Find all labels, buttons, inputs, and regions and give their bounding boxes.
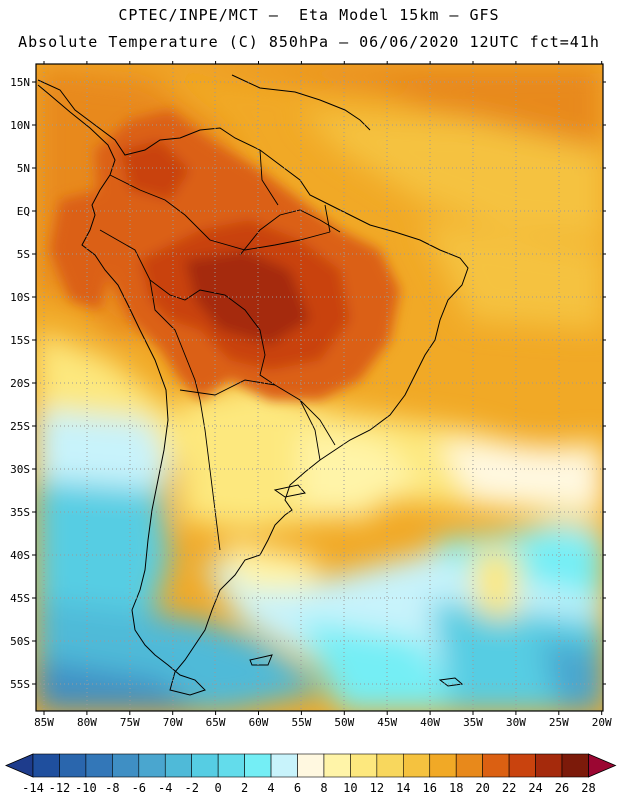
- lat-label: 20S: [10, 377, 30, 390]
- colorbar-label: 18: [449, 781, 463, 795]
- colorbar-label: -2: [184, 781, 198, 795]
- colorbar-swatch: [32, 753, 60, 778]
- longitude-labels: 85W 80W 75W 70W 65W 60W 55W 50W 45W 40W 35W 30W 25W 2…: [34, 716, 612, 729]
- lat-label: 40S: [10, 549, 30, 562]
- lat-label: 5N: [17, 162, 30, 175]
- colorbar-label: 0: [215, 781, 222, 795]
- colorbar-swatch: [455, 753, 483, 778]
- colorbar-swatch: [429, 753, 457, 778]
- lat-label: 50S: [10, 635, 30, 648]
- colorbar-swatch: [164, 753, 193, 778]
- lat-label: 25S: [10, 420, 30, 433]
- lon-label: 75W: [120, 716, 140, 729]
- colorbar-label: 26: [555, 781, 569, 795]
- lat-label: 5S: [17, 248, 30, 261]
- colorbar-swatch: [402, 753, 431, 778]
- axis-ticks: [32, 61, 606, 715]
- colorbar-label: 12: [370, 781, 384, 795]
- lon-label: 40W: [420, 716, 440, 729]
- country-borders: [99, 149, 341, 551]
- colorbar-swatch: [323, 753, 351, 778]
- colorbar-swatch: [350, 753, 378, 778]
- lon-label: 50W: [334, 716, 354, 729]
- colorbar-label: 4: [267, 781, 274, 795]
- colorbar-swatch: [270, 753, 298, 778]
- colorbar-swatch: [217, 753, 245, 778]
- colorbar-label: 8: [320, 781, 327, 795]
- coastlines: [37, 74, 469, 696]
- lat-label: EQ: [17, 205, 30, 218]
- lon-label: 20W: [592, 716, 612, 729]
- title-line-2: Absolute Temperature (C) 850hPa – 06/06/…: [18, 33, 600, 51]
- colorbar: -14 -12 -10 -8 -6 -4 -2 0 2 4 6 8 10 12 14 16 18 20 22 24 26…: [4, 753, 617, 795]
- colorbar-label: 6: [294, 781, 301, 795]
- lat-label: 10S: [10, 291, 30, 304]
- lat-label: 35S: [10, 506, 30, 519]
- colorbar-label: 2: [241, 781, 248, 795]
- colorbar-label: -8: [105, 781, 119, 795]
- lon-label: 45W: [377, 716, 397, 729]
- colorbar-label: 20: [475, 781, 489, 795]
- latitude-labels: 15N 10N 5N EQ 5S 10S 15S 20S 25S 30S 35S 40S 45S 50S 5…: [10, 76, 30, 691]
- lon-label: 25W: [549, 716, 569, 729]
- lat-label: 15S: [10, 334, 30, 347]
- colorbar-label: 24: [528, 781, 542, 795]
- colorbar-swatch: [85, 753, 113, 778]
- colorbar-label: -4: [158, 781, 172, 795]
- colorbar-label: -10: [75, 781, 97, 795]
- map-frame: [35, 63, 604, 712]
- lon-label: 35W: [463, 716, 483, 729]
- lat-label: 30S: [10, 463, 30, 476]
- colorbar-swatches: [4, 753, 617, 778]
- lat-label: 55S: [10, 678, 30, 691]
- colorbar-label: -12: [49, 781, 71, 795]
- lat-label: 45S: [10, 592, 30, 605]
- colorbar-arrow-low: [4, 753, 34, 778]
- title-line-1: CPTEC/INPE/MCT – Eta Model 15km – GFS: [118, 6, 500, 24]
- graticule: [36, 64, 603, 711]
- colorbar-label: 22: [502, 781, 516, 795]
- colorbar-swatch: [297, 753, 325, 778]
- colorbar-arrow-high: [588, 753, 617, 778]
- colorbar-swatch: [138, 753, 166, 778]
- lon-label: 65W: [206, 716, 226, 729]
- colorbar-label: 14: [396, 781, 410, 795]
- colorbar-swatch: [112, 753, 140, 778]
- colorbar-label: 16: [423, 781, 437, 795]
- colorbar-swatch: [244, 753, 272, 778]
- colorbar-swatch: [482, 753, 510, 778]
- lon-label: 70W: [163, 716, 183, 729]
- lon-label: 55W: [291, 716, 311, 729]
- lat-label: 15N: [10, 76, 30, 89]
- colorbar-swatch: [376, 753, 404, 778]
- colorbar-swatch: [191, 753, 219, 778]
- colorbar-label: -14: [22, 781, 44, 795]
- colorbar-labels: -14 -12 -10 -8 -6 -4 -2 0 2 4 6 8 10 12 14 16 18 20 22 24 26…: [22, 781, 596, 795]
- lon-label: 85W: [34, 716, 54, 729]
- colorbar-label: 28: [581, 781, 595, 795]
- lon-label: 80W: [77, 716, 97, 729]
- colorbar-swatch: [561, 753, 589, 778]
- colorbar-swatch: [59, 753, 87, 778]
- colorbar-swatch: [508, 753, 536, 778]
- colorbar-label: -6: [132, 781, 146, 795]
- lon-label: 60W: [249, 716, 269, 729]
- colorbar-label: 10: [343, 781, 357, 795]
- colorbar-swatch: [535, 753, 563, 778]
- lon-label: 30W: [506, 716, 526, 729]
- lat-label: 10N: [10, 119, 30, 132]
- temperature-field: [36, 64, 603, 711]
